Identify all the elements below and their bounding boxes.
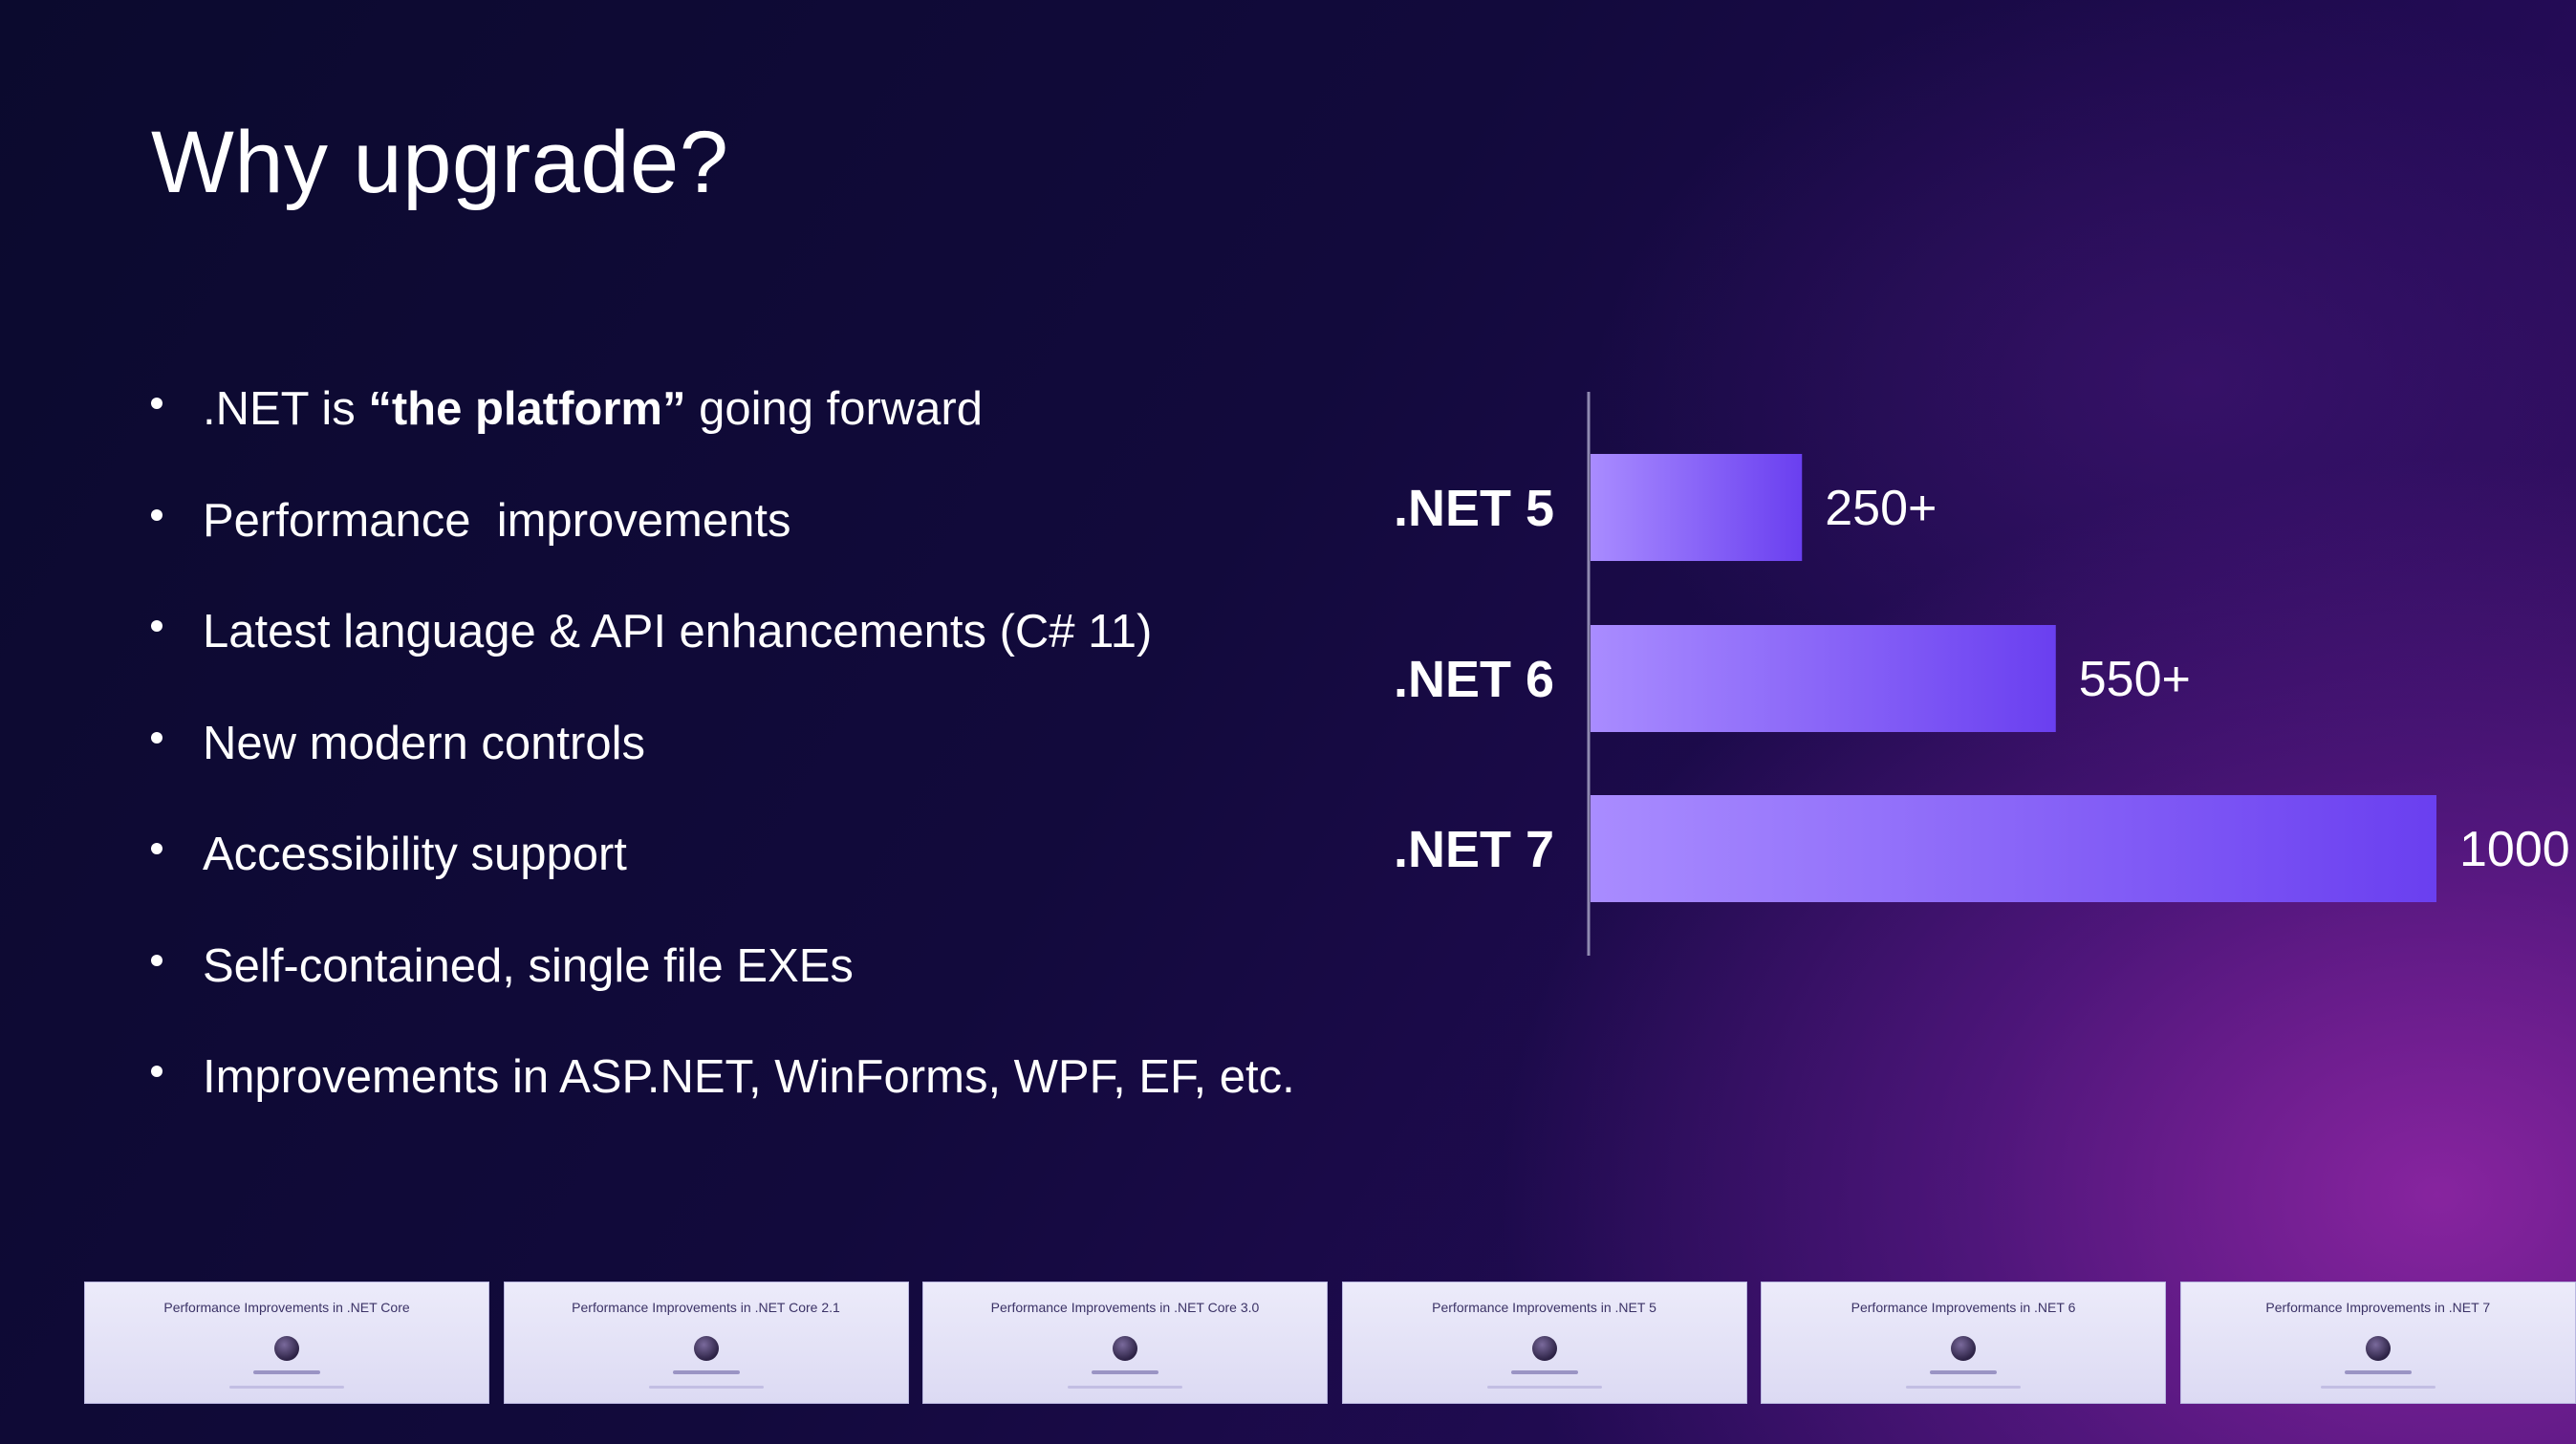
placeholder-line: [1930, 1370, 1997, 1374]
bullet-item: Self-contained, single file EXEs: [148, 935, 1295, 1046]
chart-data-label: 1000: [2459, 822, 2570, 877]
thumbnail-card: Performance Improvements in .NET 5: [1341, 1282, 1747, 1404]
thumbnail-title: Performance Improvements in .NET Core: [163, 1300, 410, 1315]
bullet-text-strong: “the platform”: [368, 383, 686, 435]
bullet-item: New modern controls: [148, 712, 1295, 824]
chart-data-label: 550+: [2079, 652, 2191, 707]
thumbnail-strip: Performance Improvements in .NET Core Per…: [84, 1282, 2576, 1406]
bullet-list: .NET is “the platform” going forward Per…: [148, 377, 1295, 1157]
chart-category-label: .NET 5: [1394, 480, 1554, 537]
bullet-dot-icon: [151, 1066, 162, 1077]
thumbnail-card: Performance Improvements in .NET 7: [2179, 1282, 2576, 1404]
bullet-item: .NET is “the platform” going forward: [148, 377, 1295, 489]
thumbnail-card: Performance Improvements in .NET Core: [84, 1282, 489, 1404]
avatar-icon: [693, 1336, 719, 1361]
placeholder-line: [1486, 1386, 1602, 1389]
bullet-dot-icon: [151, 954, 162, 966]
bar-chart-svg: .NET 5 250+ .NET 6 550+ .NET 7 1000: [1394, 392, 2570, 956]
avatar-icon: [2365, 1336, 2391, 1361]
bullet-text-post: going forward: [685, 383, 983, 435]
placeholder-line: [1510, 1370, 1578, 1374]
thumbnail-title: Performance Improvements in .NET 7: [2265, 1300, 2491, 1315]
thumbnail-card: Performance Improvements in .NET Core 3.…: [922, 1282, 1328, 1404]
bullet-text: Self-contained, single file EXEs: [203, 939, 854, 992]
avatar-icon: [1951, 1336, 1976, 1361]
avatar-icon: [1531, 1336, 1557, 1361]
chart-category-label: .NET 7: [1394, 821, 1554, 878]
bullet-item: Improvements in ASP.NET, WinForms, WPF, …: [148, 1045, 1295, 1157]
thumbnail-title: Performance Improvements in .NET 6: [1851, 1300, 2076, 1315]
bullet-dot-icon: [151, 620, 162, 632]
bullet-dot-icon: [151, 508, 162, 521]
bullet-text: New modern controls: [203, 717, 645, 769]
bullet-dot-icon: [151, 731, 162, 744]
bullet-text-pre: .NET is: [203, 383, 369, 435]
thumbnail-card: Performance Improvements in .NET Core 2.…: [503, 1282, 909, 1404]
placeholder-line: [648, 1386, 764, 1389]
chart-category-label: .NET 6: [1394, 651, 1554, 708]
thumbnail-card: Performance Improvements in .NET 6: [1761, 1282, 2166, 1404]
chart-bar: [1591, 625, 2056, 732]
chart-data-label: 250+: [1825, 481, 1937, 536]
bullet-dot-icon: [151, 843, 162, 854]
bullet-item: Latest language & API enhancements (C# 1…: [148, 600, 1295, 712]
avatar-icon: [274, 1336, 299, 1361]
bullet-text: Latest language & API enhancements (C# 1…: [203, 606, 1153, 657]
placeholder-line: [1906, 1386, 2021, 1389]
thumbnail-title: Performance Improvements in .NET Core 2.…: [572, 1300, 840, 1315]
placeholder-line: [1092, 1370, 1158, 1374]
chart-bar: [1591, 454, 1803, 561]
placeholder-line: [253, 1370, 320, 1374]
placeholder-line: [2344, 1370, 2412, 1374]
bullet-text: Performance improvements: [203, 494, 791, 547]
bullet-item: Performance improvements: [148, 489, 1295, 601]
bullet-text: Improvements in ASP.NET, WinForms, WPF, …: [203, 1051, 1295, 1103]
placeholder-line: [229, 1386, 344, 1389]
bullet-item: Accessibility support: [148, 823, 1295, 935]
slide-title: Why upgrade?: [151, 114, 729, 211]
chart-bar: [1591, 795, 2436, 902]
performance-bar-chart: .NET 5 250+ .NET 6 550+ .NET 7 1000: [1376, 382, 2576, 965]
placeholder-line: [2320, 1386, 2435, 1389]
thumbnail-title: Performance Improvements in .NET 5: [1432, 1300, 1656, 1315]
thumbnail-title: Performance Improvements in .NET Core 3.…: [990, 1300, 1260, 1315]
bullet-text: Accessibility support: [203, 829, 627, 880]
avatar-icon: [1113, 1336, 1137, 1361]
placeholder-line: [672, 1370, 740, 1374]
bullet-dot-icon: [151, 398, 162, 409]
placeholder-line: [1068, 1386, 1182, 1389]
